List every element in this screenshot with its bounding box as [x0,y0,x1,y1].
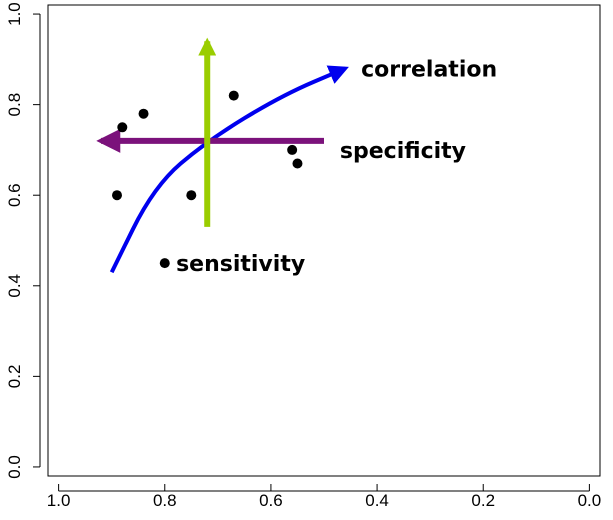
plot-frame [47,4,601,477]
y-axis: 0.0 0.2 0.4 0.6 0.8 1.0 [5,2,41,479]
arrows-layer [96,37,349,274]
label-sensitivity: sensitivity [176,252,305,277]
y-tick-label: 0.4 [5,274,24,298]
data-point [228,90,239,101]
data-point [159,258,170,269]
y-tick-label: 0.0 [5,455,24,479]
y-tick-label: 0.8 [5,93,24,117]
x-tick-label: 1.0 [47,491,71,510]
label-correlation: correlation [361,57,497,82]
y-tick-label: 0.2 [5,365,24,389]
data-point [292,158,303,169]
points-layer [112,90,303,269]
data-point [112,190,122,201]
label-specificity: specificity [340,139,466,164]
x-tick-label: 0.6 [259,491,283,510]
x-tick-label: 0.2 [471,491,495,510]
data-point [138,108,149,119]
x-tick-label: 0.8 [153,491,177,510]
y-tick-label: 0.6 [5,183,24,207]
arrow-correlation [109,65,349,274]
data-point [287,144,298,155]
data-point [117,122,128,133]
y-tick-label: 1.0 [5,2,24,26]
x-tick-label: 0.0 [578,491,602,510]
x-tick-label: 0.4 [365,491,389,510]
data-point [186,190,197,201]
x-axis: 1.0 0.8 0.6 0.4 0.2 0.0 [47,484,601,510]
annotations-layer: correlation specificity sensitivity [176,57,497,277]
